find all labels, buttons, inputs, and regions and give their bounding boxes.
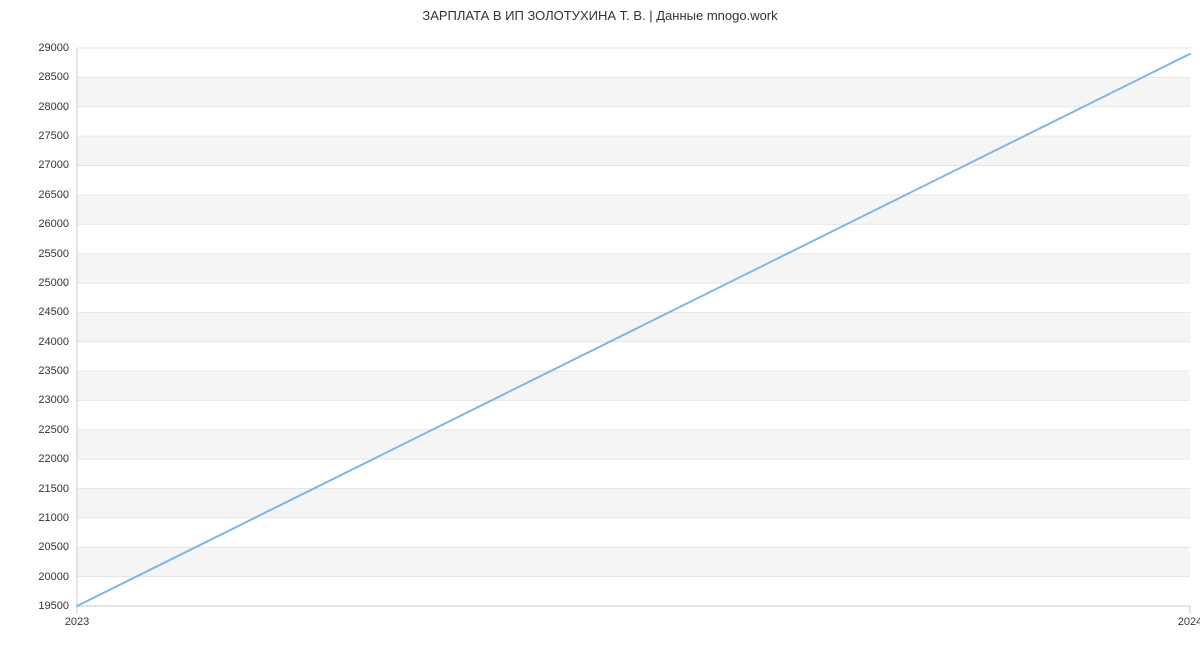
y-tick-label: 19500 [38,600,69,612]
y-tick-label: 23000 [38,394,69,406]
y-tick-label: 24000 [38,336,69,348]
y-tick-label: 21500 [38,483,69,495]
y-tick-label: 29000 [38,42,69,54]
chart-container: ЗАРПЛАТА В ИП ЗОЛОТУХИНА Т. В. | Данные … [0,0,1200,650]
y-tick-label: 24500 [38,306,69,318]
y-tick-label: 20500 [38,541,69,553]
y-tick-label: 26500 [38,189,69,201]
y-tick-label: 28000 [38,101,69,113]
y-tick-label: 22000 [38,453,69,465]
x-tick-label: 2024 [1178,616,1200,628]
y-tick-label: 20000 [38,571,69,583]
y-tick-label: 27000 [38,159,69,171]
y-tick-label: 27500 [38,130,69,142]
chart-svg [0,0,1200,650]
y-tick-label: 21000 [38,512,69,524]
x-tick-label: 2023 [65,616,89,628]
y-tick-label: 25000 [38,277,69,289]
y-tick-label: 23500 [38,365,69,377]
y-tick-label: 25500 [38,248,69,260]
y-tick-label: 28500 [38,71,69,83]
y-tick-label: 26000 [38,218,69,230]
y-tick-label: 22500 [38,424,69,436]
